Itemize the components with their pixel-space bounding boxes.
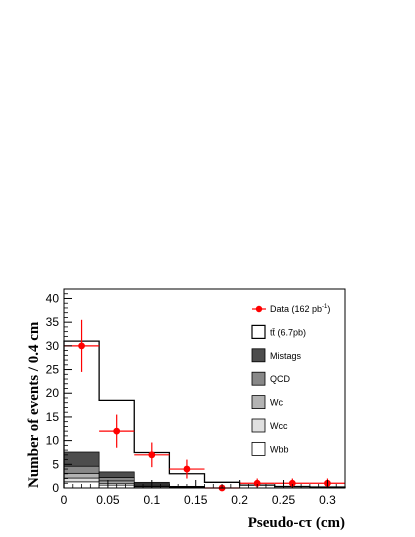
legend-label-6: Wbb [270, 444, 289, 454]
x-tick-label-5: 0.25 [272, 493, 296, 507]
data-point-5 [253, 479, 261, 487]
data-points [64, 319, 345, 492]
x-tick-label-6: 0.3 [319, 493, 336, 507]
bar-qcd-bin-1 [98, 477, 135, 482]
legend-swatch-6 [251, 441, 266, 456]
x-tick-label-0: 0 [61, 493, 68, 507]
y-tick-label-3: 15 [46, 410, 60, 424]
legend: Data (162 pb-1) tt̄ (6.7pb) Mistags QCD Wc Wc… [251, 304, 330, 456]
data-point-0 [78, 342, 85, 350]
bar-qcd-bin-0 [63, 465, 100, 474]
axis-ticks: 0 0.05 0.1 0.15 0.2 0.25 0.3 0 5 10 15 20 25 30 35 40 [46, 291, 337, 507]
y-tick-label-0: 0 [52, 481, 59, 495]
legend-label-2: Mistags [270, 351, 302, 361]
legend-data-marker [255, 305, 263, 313]
y-tick-label-2: 10 [46, 434, 60, 448]
legend-label-4: Wc [270, 398, 283, 408]
legend-swatch-1 [251, 324, 266, 339]
x-axis-title: Pseudo-cτ (cm) [248, 515, 345, 531]
bar-wcc-bin-0 [63, 477, 100, 483]
legend-label-data: Data (162 pb-1) [270, 304, 330, 314]
legend-swatch-5 [251, 418, 266, 433]
data-point-2 [148, 451, 156, 459]
y-tick-label-4: 20 [46, 386, 60, 400]
y-tick-label-5: 25 [46, 363, 60, 377]
x-tick-label-1: 0.05 [96, 493, 120, 507]
y-tick-label-8: 40 [46, 291, 60, 305]
data-point-6 [288, 479, 296, 487]
x-tick-label-3: 0.15 [184, 493, 208, 507]
bar-mistags-bin-1 [98, 471, 135, 478]
y-axis-title: Number of events / 0.4 cm [26, 321, 42, 488]
bar-wc-bin-0 [63, 472, 100, 479]
legend-swatch-3 [251, 371, 266, 386]
x-tick-label-4: 0.2 [231, 493, 248, 507]
ttbar-total-outline [63, 340, 346, 488]
y-tick-label-6: 30 [46, 339, 60, 353]
legend-label-5: Wcc [270, 421, 288, 431]
legend-swatch-2 [251, 348, 266, 363]
legend-swatch-4 [251, 395, 266, 410]
y-tick-label-7: 35 [46, 315, 60, 329]
data-point-1 [113, 427, 121, 435]
y-tick-label-1: 5 [52, 457, 59, 471]
legend-label-3: QCD [270, 374, 291, 384]
x-tick-label-2: 0.1 [143, 493, 160, 507]
plot-frame [63, 288, 346, 489]
stacked-histograms [63, 451, 205, 489]
bar-wc-bin-1 [98, 480, 135, 484]
ttbar-step-line [63, 340, 346, 488]
data-point-3 [183, 465, 191, 473]
legend-label-1: tt̄ (6.7pb) [270, 327, 306, 337]
